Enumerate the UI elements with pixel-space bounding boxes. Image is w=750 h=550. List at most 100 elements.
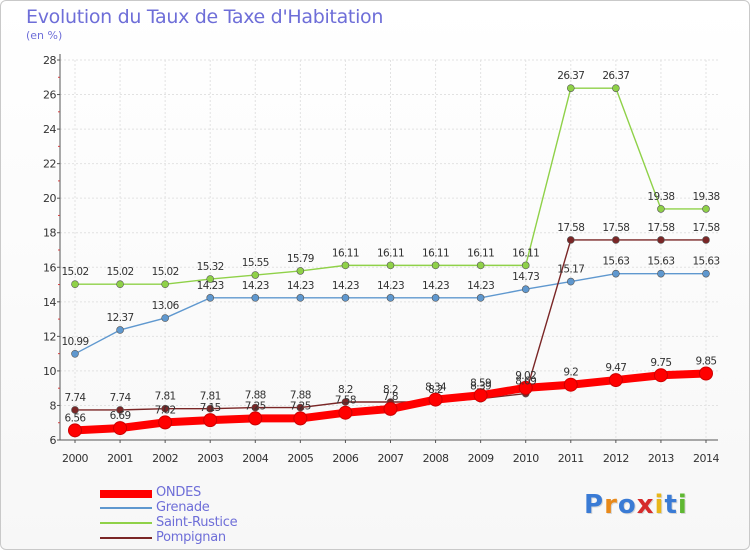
data-label-pompignan: 8.69 [515,376,536,388]
data-point-pompignan [71,406,79,414]
data-label-grenade: 14.73 [512,271,539,283]
data-label-grenade: 14.23 [242,280,269,292]
y-tick-label: 22 [43,158,56,171]
data-point-saint-rustice [431,261,440,270]
proxiti-logo: Proxiti [584,490,688,520]
data-point-saint-rustice [251,271,260,279]
y-tick-label: 20 [43,192,56,205]
data-label-ondes: 7.15 [200,402,221,414]
logo-letter: i [677,490,688,520]
data-label-saint-rustice: 15.55 [242,257,269,269]
data-label-ondes: 9.47 [605,362,626,374]
data-label-ondes: 8.34 [425,382,447,394]
x-tick-label: 2010 [513,452,539,465]
data-label-saint-rustice: 16.11 [332,247,359,259]
data-point-saint-rustice [296,267,305,275]
x-tick-label: 2000 [62,452,88,465]
x-tick-label: 2001 [107,452,133,465]
data-label-ondes: 7.58 [335,395,356,407]
data-point-saint-rustice [71,280,79,289]
data-point-pompignan [657,236,665,244]
y-tick-label: 16 [43,261,56,274]
data-point-saint-rustice [566,84,575,92]
data-label-ondes: 9.2 [563,367,578,379]
data-label-saint-rustice: 15.32 [197,261,224,273]
data-point-grenade [161,314,169,322]
data-label-grenade: 14.23 [197,280,224,292]
data-point-saint-rustice [386,261,395,270]
y-tick-label: 12 [43,330,56,343]
data-label-pompignan: 17.58 [647,222,674,234]
series-group [68,84,713,438]
data-point-ondes [158,415,173,430]
data-label-saint-rustice: 16.11 [512,247,539,259]
data-label-pompignan: 7.88 [245,390,266,402]
data-label-saint-rustice: 26.37 [557,70,584,82]
data-point-pompignan [341,398,350,406]
data-point-saint-rustice [612,84,620,92]
data-point-grenade [476,294,485,302]
data-label-ondes: 8.59 [470,377,491,389]
data-label-saint-rustice: 19.38 [647,191,674,203]
legend-label-grenade: Grenade [156,500,210,515]
logo-letter: t [664,490,678,520]
data-point-ondes [428,392,443,407]
data-point-grenade [386,294,395,302]
data-point-pompignan [612,236,620,244]
data-point-ondes [203,413,218,428]
logo-letter: r [604,490,618,520]
data-point-ondes [293,411,308,426]
data-label-ondes: 7.25 [290,400,311,412]
data-label-pompignan: 7.81 [200,391,221,403]
legend-swatch-saint-rustice [100,522,152,524]
data-label-saint-rustice: 19.38 [692,191,719,203]
legend-swatch-pompignan [100,537,152,539]
logo-letter: P [584,490,605,520]
data-point-ondes [563,377,578,392]
data-label-pompignan: 17.58 [557,222,584,234]
data-label-ondes: 9.85 [696,356,717,368]
data-label-grenade: 14.23 [467,280,494,292]
legend-swatch-grenade [100,507,152,509]
data-label-saint-rustice: 16.11 [467,247,494,259]
logo-letter: o [617,490,637,520]
data-label-ondes: 6.69 [110,410,131,422]
data-label-grenade: 12.37 [107,312,134,324]
data-label-grenade: 14.23 [287,280,314,292]
legend-label-pompignan: Pompignan [156,530,226,545]
data-label-pompignan: 8.2 [383,384,398,396]
x-tick-label: 2003 [197,452,223,465]
data-point-grenade [341,294,350,302]
x-tick-label: 2008 [423,452,449,465]
data-label-saint-rustice: 15.79 [287,253,314,265]
x-tick-label: 2013 [648,452,674,465]
data-point-ondes [653,368,668,383]
x-tick-label: 2012 [603,452,629,465]
data-label-saint-rustice: 15.02 [61,266,88,278]
data-label-grenade: 10.99 [61,336,88,348]
y-tick-label: 28 [43,54,56,67]
data-point-saint-rustice [116,280,124,289]
data-point-ondes [608,373,623,388]
x-tick-label: 2005 [287,452,313,465]
data-point-ondes [473,388,488,403]
data-point-ondes [113,421,128,436]
data-point-pompignan [116,406,124,414]
chart-subtitle: (en %) [26,29,63,42]
data-point-saint-rustice [161,280,169,289]
data-point-saint-rustice [521,261,530,270]
data-label-pompignan: 8.39 [470,381,491,393]
data-point-grenade [566,277,575,286]
data-point-ondes [68,423,82,438]
data-label-grenade: 15.63 [647,256,674,268]
data-point-grenade [431,294,440,302]
legend-label-ondes: ONDES [156,485,201,500]
data-point-saint-rustice [206,275,215,283]
y-tick-label: 18 [43,227,56,240]
legend-label-saint-rustice: Saint-Rustice [156,515,238,530]
data-point-grenade [521,285,530,294]
data-point-pompignan [206,404,215,413]
data-point-grenade [251,294,260,302]
data-label-saint-rustice: 15.02 [152,266,179,278]
data-point-ondes [338,405,353,420]
